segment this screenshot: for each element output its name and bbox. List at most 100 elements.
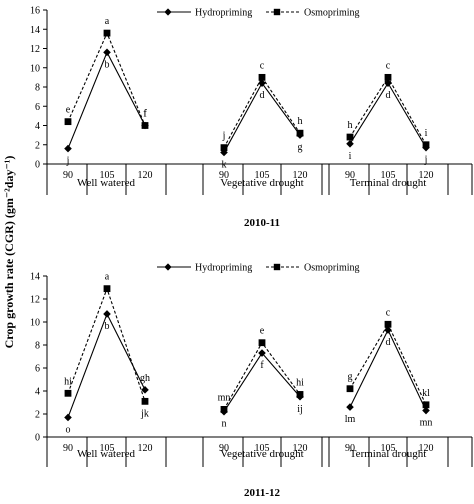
x-tick-label: 90 bbox=[345, 443, 355, 454]
year-label: 2010-11 bbox=[244, 217, 280, 229]
legend-marker-square-icon bbox=[273, 8, 281, 16]
x-tick-label: 120 bbox=[138, 170, 153, 181]
x-tick-label: 90 bbox=[63, 170, 73, 181]
group-label-terminal-drought: Terminal drought bbox=[350, 177, 427, 189]
data-point-hydropriming bbox=[346, 403, 354, 411]
significance-letter: jk bbox=[140, 408, 149, 419]
significance-letter: c bbox=[386, 60, 391, 71]
legend-label-hydropriming: Hydropriming bbox=[195, 263, 252, 274]
legend-label-osmopriming: Osmopriming bbox=[304, 8, 360, 19]
significance-letter: d bbox=[260, 90, 265, 101]
significance-letter: lm bbox=[345, 414, 356, 425]
x-tick-label: 120 bbox=[138, 443, 153, 454]
x-tick-label: 105 bbox=[255, 170, 270, 181]
significance-letter: n bbox=[222, 419, 227, 430]
data-point-hydropriming bbox=[258, 349, 266, 357]
y-tick-label: 6 bbox=[35, 102, 40, 113]
y-tick-label: 8 bbox=[35, 341, 40, 352]
group-label-well-watered: Well watered bbox=[77, 448, 136, 460]
significance-letter: h bbox=[348, 120, 353, 131]
x-tick-label: 120 bbox=[419, 443, 434, 454]
y-tick-label: 2 bbox=[35, 410, 40, 421]
y-axis-title: Crop growth rate (CGR) (gm⁻²day⁻¹) bbox=[2, 156, 16, 349]
x-tick-label: 90 bbox=[345, 170, 355, 181]
data-point-hydropriming bbox=[103, 48, 111, 57]
x-tick-label: 105 bbox=[100, 443, 115, 454]
significance-letter: f bbox=[143, 109, 147, 120]
significance-letter: mn bbox=[218, 392, 231, 403]
data-point-osmopriming bbox=[103, 29, 111, 37]
group-label-terminal-drought: Terminal drought bbox=[350, 448, 427, 460]
data-point-osmopriming bbox=[296, 391, 304, 398]
data-point-osmopriming bbox=[141, 397, 149, 405]
significance-letter: j bbox=[66, 156, 70, 167]
data-point-osmopriming bbox=[296, 129, 304, 137]
data-point-osmopriming bbox=[258, 339, 266, 347]
legend-marker-square-icon bbox=[273, 263, 281, 271]
significance-letter: gh bbox=[140, 373, 150, 384]
y-tick-label: 0 bbox=[35, 433, 40, 444]
significance-letter: b bbox=[105, 59, 110, 70]
data-point-osmopriming bbox=[220, 144, 228, 152]
significance-letter: b bbox=[105, 321, 110, 332]
data-point-osmopriming bbox=[103, 285, 111, 293]
data-point-osmopriming bbox=[346, 385, 354, 393]
data-point-hydropriming bbox=[103, 310, 111, 318]
series-line-osmopriming bbox=[67, 31, 146, 126]
series-line-osmopriming bbox=[67, 287, 146, 402]
significance-letter: i bbox=[349, 151, 352, 162]
x-tick-label: 120 bbox=[293, 443, 308, 454]
series-line-osmopriming bbox=[223, 76, 301, 148]
data-point-osmopriming bbox=[384, 320, 392, 328]
data-point-osmopriming bbox=[258, 73, 266, 81]
significance-letter: e bbox=[260, 326, 265, 337]
significance-letter: a bbox=[105, 272, 110, 283]
significance-letter: j bbox=[222, 131, 226, 142]
significance-letter: kl bbox=[422, 388, 430, 399]
significance-letter: ij bbox=[297, 404, 303, 415]
significance-letter: g bbox=[348, 372, 353, 383]
x-tick-label: 105 bbox=[100, 170, 115, 181]
legend-marker-diamond-icon bbox=[164, 8, 172, 16]
y-tick-label: 0 bbox=[35, 160, 40, 171]
significance-letter: mn bbox=[420, 418, 433, 429]
y-tick-label: 4 bbox=[35, 121, 40, 132]
data-point-hydropriming bbox=[422, 406, 430, 415]
significance-letter: j bbox=[424, 155, 428, 166]
year-label: 2011-12 bbox=[244, 487, 281, 499]
significance-letter: c bbox=[260, 60, 265, 71]
significance-letter: g bbox=[298, 142, 303, 153]
data-point-osmopriming bbox=[220, 406, 228, 413]
significance-letter: d bbox=[386, 337, 391, 348]
significance-letter: o bbox=[66, 424, 71, 435]
significance-letter: a bbox=[105, 16, 110, 27]
data-point-osmopriming bbox=[141, 122, 149, 129]
significance-letter: f bbox=[260, 360, 264, 371]
y-tick-label: 12 bbox=[30, 295, 40, 306]
data-point-hydropriming bbox=[64, 413, 72, 422]
significance-letter: d bbox=[386, 90, 391, 101]
legend-marker-diamond-icon bbox=[164, 263, 172, 271]
significance-letter: k bbox=[222, 159, 227, 170]
y-tick-label: 2 bbox=[35, 140, 40, 151]
significance-letter: hi bbox=[64, 376, 72, 387]
significance-letter: i bbox=[425, 128, 428, 139]
significance-letter: h bbox=[298, 116, 303, 127]
data-point-hydropriming bbox=[141, 386, 149, 394]
data-point-osmopriming bbox=[64, 389, 72, 397]
x-tick-label: 120 bbox=[419, 170, 434, 181]
group-label-vegetative-drought: Vegetative drought bbox=[220, 177, 303, 189]
data-point-hydropriming bbox=[346, 139, 354, 148]
group-label-vegetative-drought: Vegetative drought bbox=[220, 448, 303, 460]
data-point-osmopriming bbox=[384, 73, 392, 81]
legend-label-hydropriming: Hydropriming bbox=[195, 8, 252, 19]
x-tick-label: 105 bbox=[381, 443, 396, 454]
y-tick-label: 8 bbox=[35, 83, 40, 94]
significance-letter: c bbox=[386, 307, 391, 318]
series-line-osmopriming bbox=[349, 76, 427, 146]
y-tick-label: 12 bbox=[30, 44, 40, 55]
group-label-well-watered: Well watered bbox=[77, 177, 136, 189]
data-point-osmopriming bbox=[346, 133, 354, 141]
